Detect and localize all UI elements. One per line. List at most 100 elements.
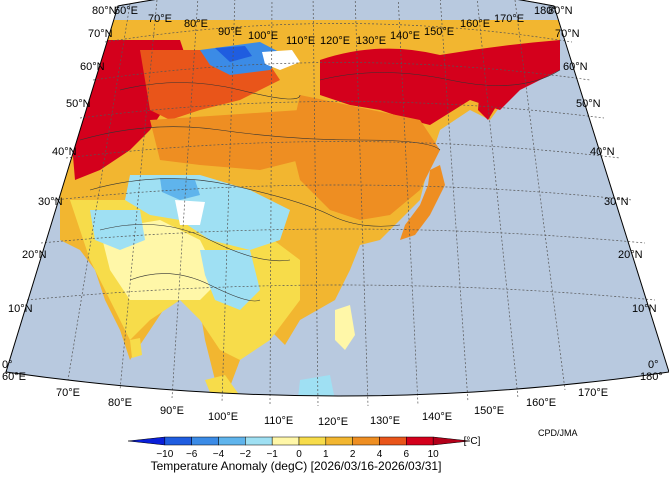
lat-label-right-50: 50°N — [576, 98, 601, 110]
colorbar-swatch — [191, 436, 219, 446]
colorbar-tick-label: 1 — [323, 449, 329, 460]
lon-labels-bottom: 60°E 70°E 80°E 90°E 100°E 110°E 120°E 13… — [2, 371, 663, 428]
credit-label: CPD/JMA — [538, 428, 578, 438]
anomaly-region-light-blue-india — [90, 210, 145, 250]
map-frame — [5, 0, 669, 397]
lon-label-top-80: 80°E — [184, 18, 208, 30]
lat-label-right-30: 30°N — [604, 196, 629, 208]
colorbar: −10 −6 −4 −2 −1 0 1 2 4 6 10 — [127, 436, 471, 460]
lon-label-top-170: 170°E — [494, 13, 524, 25]
lat-label-left-50: 50°N — [66, 98, 91, 110]
lon-label-bottom-180: 180° — [640, 371, 663, 383]
colorbar-tick-label: 4 — [377, 449, 383, 460]
lat-label-right-40: 40°N — [590, 146, 615, 158]
island-japan — [400, 165, 445, 240]
contour-line-6 — [129, 273, 261, 302]
colorbar-tick-label: 0 — [296, 449, 302, 460]
anomaly-region-orange-east — [290, 95, 440, 220]
lon-label-bottom-160: 160°E — [526, 397, 556, 409]
colorbar-tick-label: −2 — [240, 449, 252, 460]
contour-line-5 — [119, 82, 301, 100]
anomaly-region-light-blue-indochina — [200, 250, 260, 310]
lon-label-top-160: 160°E — [460, 18, 490, 30]
lon-label-top-100: 100°E — [248, 30, 278, 42]
land-anomaly-layer — [60, 20, 561, 396]
lon-label-top-140: 140°E — [390, 30, 420, 42]
lon-label-top-110: 110°E — [286, 35, 315, 47]
lon-label-bottom-150: 150°E — [474, 405, 504, 417]
colorbar-swatch — [218, 436, 246, 446]
anomaly-region-deep-blue-siberia — [215, 46, 252, 62]
lon-label-bottom-110: 110°E — [264, 415, 293, 427]
colorbar-swatch — [379, 436, 407, 446]
colorbar-tick-label: 2 — [350, 449, 356, 460]
lon-label-bottom-90: 90°E — [160, 405, 184, 417]
no-data-patch-tibet — [175, 200, 205, 225]
lat-label-left-20: 20°N — [22, 249, 47, 261]
lon-label-top-150: 150°E — [424, 26, 454, 38]
contour-line-3 — [99, 224, 291, 262]
island-sumatra — [205, 375, 250, 396]
colorbar-unit: [°C] — [464, 436, 481, 447]
lat-label-left-70: 70°N — [88, 28, 113, 40]
lon-label-bottom-140: 140°E — [422, 411, 452, 423]
lon-label-top-180: 180° — [534, 5, 557, 17]
colorbar-swatch — [245, 436, 273, 446]
lon-label-bottom-120: 120°E — [318, 416, 348, 428]
island-borneo — [298, 375, 335, 396]
anomaly-region-blue-tibet — [160, 178, 200, 200]
colorbar-swatch — [164, 436, 192, 446]
colorbar-swatch — [127, 436, 166, 446]
lon-label-top-70: 70°E — [148, 13, 172, 25]
colorbar-swatch — [298, 436, 327, 446]
colorbar-tick-label: 10 — [428, 449, 440, 460]
anomaly-region-red-north — [320, 40, 560, 125]
lon-label-bottom-130: 130°E — [370, 415, 400, 427]
lat-label-left-60: 60°N — [80, 61, 105, 73]
lon-label-bottom-60: 60°E — [2, 371, 26, 383]
lon-label-top-120: 120°E — [320, 35, 350, 47]
anomaly-region-orange-central — [150, 110, 300, 170]
lon-label-bottom-100: 100°E — [208, 411, 238, 423]
lat-label-left-10: 10°N — [8, 303, 33, 315]
colorbar-swatch — [406, 436, 434, 446]
colorbar-tick-label: −4 — [213, 449, 225, 460]
island-sri-lanka — [130, 338, 142, 358]
lon-label-top-130: 130°E — [356, 35, 386, 47]
lat-label-right-0: 0° — [648, 359, 659, 371]
lat-label-right-20: 20°N — [618, 249, 643, 261]
lat-label-right-80: 80°N — [548, 5, 573, 17]
lat-label-right-60: 60°N — [563, 61, 588, 73]
contour-line-2 — [89, 178, 401, 227]
colorbar-tick-label: 6 — [404, 449, 410, 460]
lat-labels-right: 80°N 70°N 60°N 50°N 40°N 30°N 20°N 10°N … — [548, 5, 659, 371]
lat-label-left-30: 30°N — [38, 196, 63, 208]
map-caption: Temperature Anomaly (degC) [2026/03/16-2… — [151, 459, 442, 473]
lon-label-bottom-80: 80°E — [108, 397, 132, 409]
lon-label-bottom-170: 170°E — [578, 387, 608, 399]
colorbar-tick-label: −1 — [266, 449, 278, 460]
colorbar-swatch — [325, 436, 353, 446]
lon-label-top-90: 90°E — [218, 26, 242, 38]
contour-line-1 — [79, 126, 441, 151]
island-sakhalin — [478, 80, 500, 120]
lon-label-top-60: 60°E — [114, 5, 138, 17]
graticule — [26, 0, 656, 407]
lon-label-bottom-70: 70°E — [56, 387, 80, 399]
contour-line-4 — [319, 69, 561, 86]
lat-label-left-0: 0° — [2, 359, 13, 371]
lat-label-left-80: 80°N — [92, 5, 117, 17]
colorbar-swatch — [271, 436, 300, 446]
colorbar-tick-label: −6 — [186, 449, 198, 460]
colorbar-tick-label: −10 — [156, 449, 173, 460]
lon-labels-top: 60°E 70°E 80°E 90°E 100°E 110°E 120°E 13… — [114, 5, 557, 47]
colorbar-swatch — [432, 436, 471, 446]
colorbar-swatch — [352, 436, 380, 446]
lat-labels-left: 80°N 70°N 60°N 50°N 40°N 30°N 20°N 10°N … — [2, 5, 117, 371]
island-philippines — [335, 305, 355, 350]
lat-label-left-40: 40°N — [52, 146, 77, 158]
lat-label-right-70: 70°N — [555, 28, 580, 40]
lat-label-right-10: 10°N — [632, 303, 657, 315]
